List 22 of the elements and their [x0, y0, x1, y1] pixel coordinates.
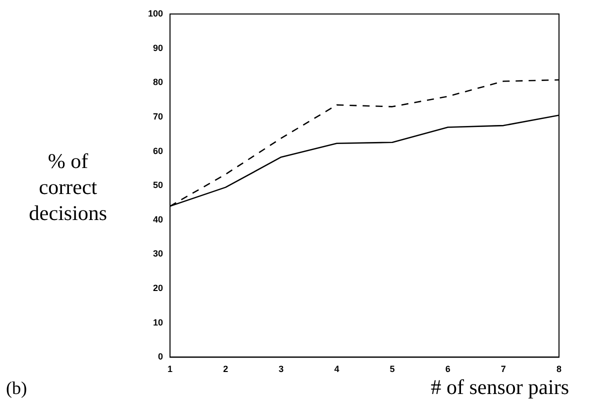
- y-tick-label: 100: [148, 8, 164, 18]
- x-tick-label: 6: [445, 364, 450, 374]
- y-tick-label: 30: [153, 248, 164, 259]
- y-tick-label: 10: [153, 317, 164, 328]
- y-tick-label: 60: [153, 146, 164, 156]
- y-tick-label: 0: [158, 352, 164, 362]
- y-axis-title: % of correct decisions: [28, 148, 108, 226]
- x-tick-label: 8: [556, 364, 562, 374]
- y-tick-label: 40: [153, 214, 164, 224]
- y-tick-label: 80: [153, 77, 164, 88]
- y-tick-label: 20: [153, 283, 164, 294]
- y-tick-label: 90: [153, 42, 164, 53]
- text: (b): [6, 378, 27, 399]
- x-tick-label: 4: [334, 364, 340, 374]
- x-tick-label: 3: [278, 364, 284, 374]
- y-tick-label: 70: [153, 111, 164, 122]
- x-tick-label: 7: [500, 364, 506, 374]
- x-tick-label: 1: [168, 364, 173, 374]
- y-tick-label: 50: [153, 180, 164, 190]
- x-tick-label: 5: [390, 364, 395, 374]
- x-tick-label: 2: [223, 364, 228, 374]
- x-axis-title: # of sensor pairs: [430, 375, 569, 400]
